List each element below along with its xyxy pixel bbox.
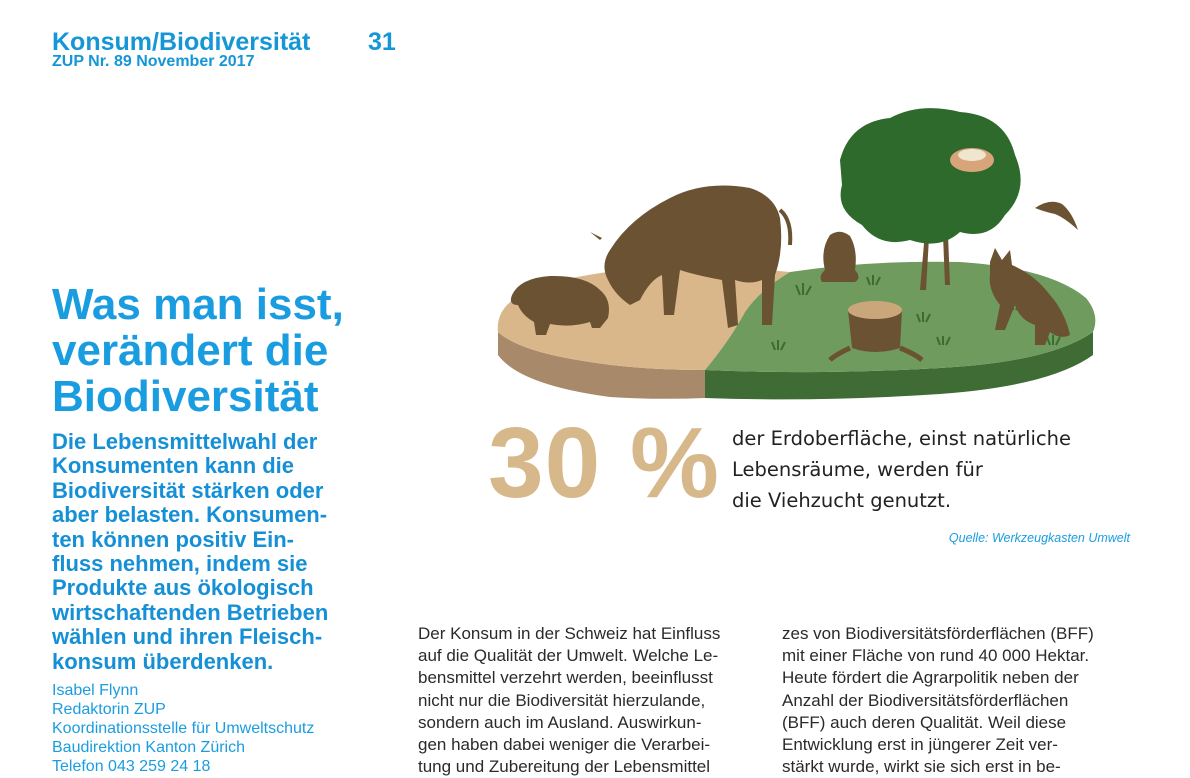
author-office: Koordinationsstelle für Umweltschutz <box>52 720 315 737</box>
body-line: (BFF) auch deren Qualität. Weil diese <box>782 712 1067 732</box>
headline-line: verändert die <box>52 326 329 375</box>
author-name: Isabel Flynn <box>52 682 139 699</box>
body-line: bensmittel verzehrt werden, beeinflusst <box>418 668 713 688</box>
pig-icon <box>510 275 609 335</box>
lead-line: konsum überdenken. <box>52 648 274 674</box>
body-column-1: Der Konsum in der Schweiz hat Einfluss a… <box>418 623 770 778</box>
statistic-line: der Erdoberfläche, einst natürliche <box>732 427 1072 450</box>
lead-line: wirtschaftenden Betrieben <box>52 599 329 625</box>
lead-line: Biodiversität stärken oder <box>52 477 324 503</box>
statistic-caption: der Erdoberfläche, einst natürliche Lebe… <box>732 423 1071 516</box>
body-line: Der Konsum in der Schweiz hat Einfluss <box>418 624 721 643</box>
body-line: tung und Zubereitung der Lebensmittel <box>418 757 711 777</box>
body-line: Entwicklung erst in jüngerer Zeit ver- <box>782 735 1058 755</box>
statistic-line: Lebensräume, werden für <box>732 458 983 481</box>
body-line: nicht nur die Biodiversität hierzulande, <box>418 690 706 710</box>
fox-icon <box>989 248 1070 345</box>
lead-line: fluss nehmen, indem sie <box>52 551 308 577</box>
marmot-icon <box>820 231 859 282</box>
body-line: mit einer Fläche von rund 40 000 Hektar. <box>782 646 1090 666</box>
body-line: Anzahl der Biodiversitätsförderflächen <box>782 690 1069 710</box>
author-role: Redaktorin ZUP <box>52 701 166 718</box>
source-credit: Quelle: Werkzeugkasten Umwelt <box>948 531 1130 545</box>
body-line: sondern auch im Ausland. Auswirkun- <box>418 712 702 732</box>
percentage-figure: 30 % <box>488 407 720 519</box>
tree <box>840 108 1021 290</box>
headline-line: Was man isst, <box>52 280 344 329</box>
statistic-line: die Viehzucht genutzt. <box>732 489 952 512</box>
body-line: Heute fördert die Agrarpolitik neben der <box>782 668 1079 688</box>
lead-line: Konsumenten kann die <box>52 453 295 479</box>
lead-line: ten können positiv Ein- <box>52 526 295 552</box>
page-number: 31 <box>368 28 396 56</box>
body-column-2: zes von Biodiversitätsförderflächen (BFF… <box>782 623 1134 778</box>
lead-line: Produkte aus ökologisch <box>52 575 314 601</box>
cow-icon <box>590 185 793 328</box>
lead-line: Die Lebensmittelwahl der <box>52 429 318 454</box>
lead-line: wählen und ihren Fleisch- <box>52 624 323 650</box>
island-side-tan <box>498 332 705 399</box>
body-line: auf die Qualität der Umwelt. Welche Le- <box>418 646 719 666</box>
lead-line: aber belasten. Konsumen- <box>52 502 328 528</box>
section-title: Konsum/Biodiversität <box>52 28 311 56</box>
headline-line: Biodiversität <box>52 372 319 421</box>
tree-stump-icon <box>828 301 924 362</box>
island-side-green <box>705 332 1093 400</box>
land-use-illustration <box>497 108 1096 400</box>
grass-tufts <box>771 275 1061 351</box>
body-line: zes von Biodiversitätsförderflächen (BFF… <box>782 624 1094 643</box>
article-headline: Was man isst, verändert die Biodiversitä… <box>52 282 432 420</box>
body-line: gen haben dabei weniger die Verarbei- <box>418 735 711 755</box>
author-info: Isabel Flynn Redaktorin ZUP Koordination… <box>52 681 314 776</box>
bird-icon <box>1035 201 1078 230</box>
article-lead: Die Lebensmittelwahl der Konsumenten kan… <box>52 429 412 674</box>
issue-label: ZUP Nr. 89 November 2017 <box>52 53 255 70</box>
body-line: stärkt wurde, wirkt sie sich erst in be- <box>782 757 1061 777</box>
author-department: Baudirektion Kanton Zürich <box>52 739 245 756</box>
author-phone: Telefon 043 259 24 18 <box>52 758 211 775</box>
